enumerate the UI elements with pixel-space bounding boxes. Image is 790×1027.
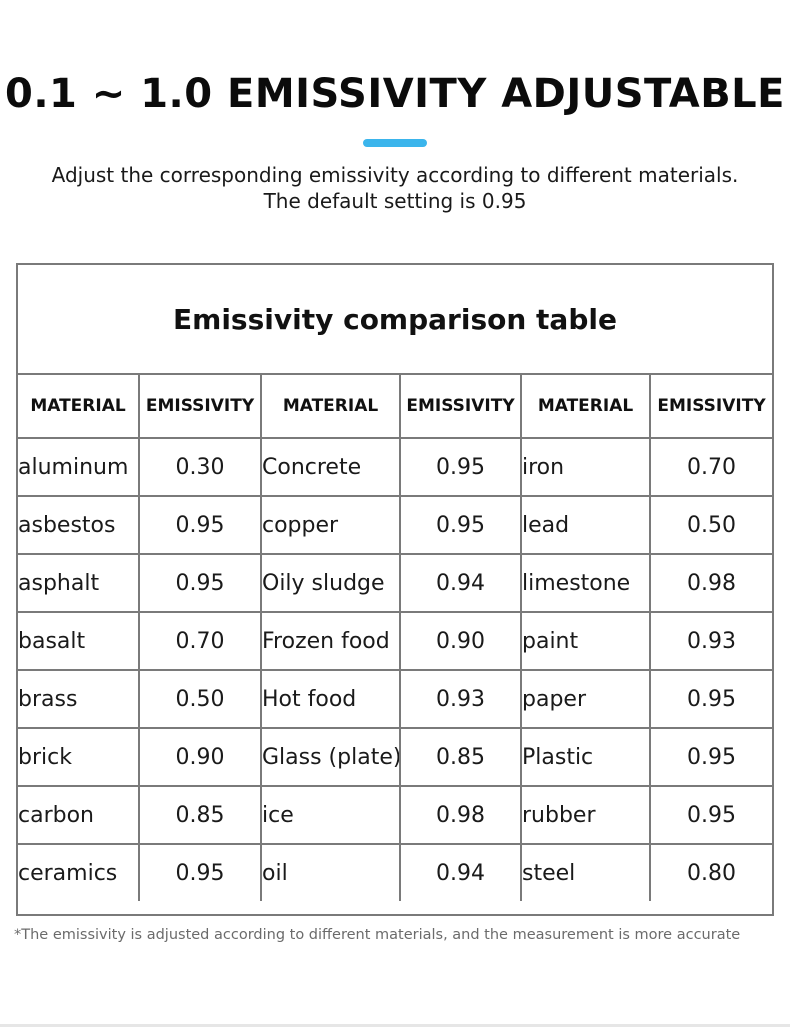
- table-row: basalt 0.70 Frozen food 0.90 paint 0.93: [18, 612, 772, 671]
- column-header: MATERIAL: [261, 375, 401, 439]
- emissivity-cell: 0.95: [650, 670, 772, 729]
- emissivity-cell: 0.95: [650, 786, 772, 845]
- table-caption: Emissivity comparison table: [18, 265, 772, 375]
- emissivity-cell: 0.30: [139, 438, 262, 497]
- material-cell: brick: [18, 728, 140, 787]
- emissivity-cell: 0.94: [400, 554, 522, 613]
- table-row: ceramics 0.95 oil 0.94 steel 0.80: [18, 844, 772, 901]
- emissivity-cell: 0.98: [400, 786, 522, 845]
- column-header: EMISSIVITY: [650, 375, 772, 439]
- material-cell: paper: [521, 670, 651, 729]
- material-cell: Glass (plate): [261, 728, 401, 787]
- material-cell: carbon: [18, 786, 140, 845]
- material-cell: Frozen food: [261, 612, 401, 671]
- table-row: aluminum 0.30 Concrete 0.95 iron 0.70: [18, 438, 772, 497]
- emissivity-cell: 0.85: [400, 728, 522, 787]
- material-cell: iron: [521, 438, 651, 497]
- emissivity-cell: 0.98: [650, 554, 772, 613]
- emissivity-cell: 0.90: [400, 612, 522, 671]
- table-header-row: MATERIAL EMISSIVITY MATERIAL EMISSIVITY …: [18, 375, 772, 439]
- material-cell: steel: [521, 844, 651, 901]
- emissivity-cell: 0.90: [139, 728, 262, 787]
- table-row: asbestos 0.95 copper 0.95 lead 0.50: [18, 496, 772, 555]
- emissivity-cell: 0.95: [400, 438, 522, 497]
- emissivity-cell: 0.95: [139, 496, 262, 555]
- table-row: carbon 0.85 ice 0.98 rubber 0.95: [18, 786, 772, 845]
- material-cell: asbestos: [18, 496, 140, 555]
- emissivity-cell: 0.85: [139, 786, 262, 845]
- bottom-divider: [0, 1024, 790, 1027]
- material-cell: paint: [521, 612, 651, 671]
- column-header: MATERIAL: [521, 375, 651, 439]
- title-accent-bar: [363, 139, 427, 147]
- emissivity-cell: 0.95: [400, 496, 522, 555]
- emissivity-cell: 0.94: [400, 844, 522, 901]
- table-row: asphalt 0.95 Oily sludge 0.94 limestone …: [18, 554, 772, 613]
- column-header: EMISSIVITY: [139, 375, 262, 439]
- emissivity-cell: 0.70: [650, 438, 772, 497]
- emissivity-table: Emissivity comparison table MATERIAL EMI…: [16, 263, 774, 916]
- material-cell: Plastic: [521, 728, 651, 787]
- emissivity-cell: 0.93: [400, 670, 522, 729]
- emissivity-cell: 0.95: [139, 554, 262, 613]
- subtitle-line-2: The default setting is 0.95: [263, 189, 527, 213]
- subtitle: Adjust the corresponding emissivity acco…: [0, 162, 790, 214]
- page-title: 0.1 ~ 1.0 EMISSIVITY ADJUSTABLE: [4, 71, 785, 117]
- column-header: EMISSIVITY: [400, 375, 522, 439]
- material-cell: lead: [521, 496, 651, 555]
- table-row: brass 0.50 Hot food 0.93 paper 0.95: [18, 670, 772, 729]
- material-cell: basalt: [18, 612, 140, 671]
- material-cell: ice: [261, 786, 401, 845]
- emissivity-grid: MATERIAL EMISSIVITY MATERIAL EMISSIVITY …: [18, 375, 772, 901]
- material-cell: copper: [261, 496, 401, 555]
- material-cell: Oily sludge: [261, 554, 401, 613]
- emissivity-cell: 0.70: [139, 612, 262, 671]
- material-cell: limestone: [521, 554, 651, 613]
- emissivity-cell: 0.93: [650, 612, 772, 671]
- material-cell: aluminum: [18, 438, 140, 497]
- material-cell: brass: [18, 670, 140, 729]
- material-cell: rubber: [521, 786, 651, 845]
- footnote: *The emissivity is adjusted according to…: [14, 927, 741, 943]
- table-row: brick 0.90 Glass (plate) 0.85 Plastic 0.…: [18, 728, 772, 787]
- material-cell: Concrete: [261, 438, 401, 497]
- emissivity-cell: 0.50: [139, 670, 262, 729]
- emissivity-cell: 0.95: [139, 844, 262, 901]
- material-cell: oil: [261, 844, 401, 901]
- emissivity-cell: 0.50: [650, 496, 772, 555]
- emissivity-cell: 0.95: [650, 728, 772, 787]
- emissivity-cell: 0.80: [687, 860, 736, 886]
- material-cell: ceramics: [18, 844, 140, 901]
- material-cell: Hot food: [261, 670, 401, 729]
- subtitle-line-1: Adjust the corresponding emissivity acco…: [51, 163, 739, 187]
- column-header: MATERIAL: [18, 375, 140, 439]
- material-cell: asphalt: [18, 554, 140, 613]
